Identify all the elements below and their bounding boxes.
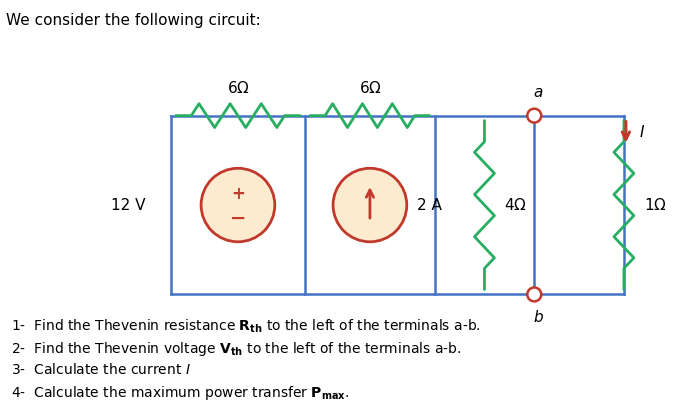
Text: 6$\Omega$: 6$\Omega$ — [227, 80, 249, 96]
Text: We consider the following circuit:: We consider the following circuit: — [6, 13, 261, 28]
Text: 3-  Calculate the current $\mathit{I}$: 3- Calculate the current $\mathit{I}$ — [11, 362, 191, 377]
Text: 4-  Calculate the maximum power transfer $\mathbf{P_{max}}$.: 4- Calculate the maximum power transfer … — [11, 384, 350, 402]
Text: 4$\Omega$: 4$\Omega$ — [505, 197, 527, 213]
Text: 2-  Find the Thevenin voltage $\mathbf{V_{th}}$ to the left of the terminals a-b: 2- Find the Thevenin voltage $\mathbf{V_… — [11, 340, 461, 358]
Text: 2 A: 2 A — [416, 197, 442, 213]
Circle shape — [201, 168, 275, 242]
Circle shape — [527, 109, 541, 123]
Text: 6$\Omega$: 6$\Omega$ — [358, 80, 382, 96]
Text: I: I — [640, 125, 644, 140]
Text: a: a — [533, 85, 543, 100]
Text: 1-  Find the Thevenin resistance $\mathbf{R_{th}}$ to the left of the terminals : 1- Find the Thevenin resistance $\mathbf… — [11, 317, 481, 335]
Text: b: b — [533, 310, 543, 326]
Text: −: − — [230, 208, 246, 228]
Circle shape — [333, 168, 407, 242]
Text: +: + — [231, 185, 245, 203]
Text: 12 V: 12 V — [111, 197, 146, 213]
Circle shape — [527, 287, 541, 302]
Text: 1$\Omega$: 1$\Omega$ — [644, 197, 666, 213]
